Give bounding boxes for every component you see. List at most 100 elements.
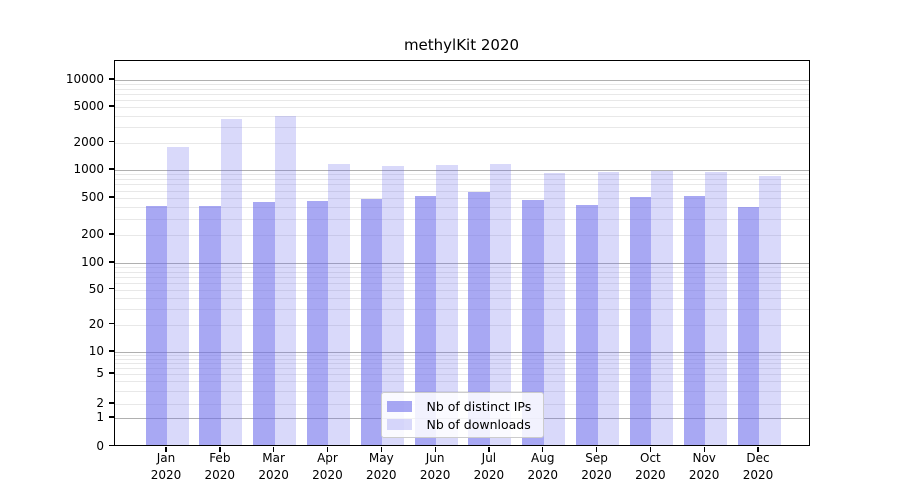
- gridline-minor: [114, 198, 809, 199]
- y-tick-label: 10: [88, 344, 104, 358]
- chart-title: methylKit 2020: [403, 36, 520, 54]
- x-tick: [380, 446, 382, 452]
- legend-item-distinct-ips: Nb of distinct IPs: [386, 398, 537, 415]
- bar-downloads-jan: [167, 146, 189, 445]
- legend: Nb of distinct IPs Nb of downloads: [380, 391, 544, 438]
- y-tick: [108, 350, 114, 352]
- y-tick: [108, 416, 114, 418]
- y-tick-label: 2: [96, 396, 104, 410]
- gridline-minor: [114, 355, 809, 357]
- x-tick: [757, 446, 759, 452]
- y-tick-label: 200: [81, 227, 104, 241]
- bar-distinct-ips-aug: [522, 199, 544, 445]
- y-tick: [108, 444, 114, 447]
- bar-distinct-ips-nov: [683, 195, 706, 445]
- x-tick: [219, 446, 221, 452]
- x-tick-label: May 2020: [365, 451, 397, 482]
- y-tick: [108, 168, 114, 170]
- gridline-minor: [114, 298, 809, 300]
- bar-distinct-ips-feb: [199, 206, 221, 445]
- bar-downloads-aug: [543, 173, 566, 445]
- y-tick-label: 10000: [65, 72, 104, 86]
- y-tick: [108, 196, 114, 198]
- x-tick-label: Jul 2020: [473, 451, 505, 482]
- x-tick-label: Aug 2020: [527, 451, 558, 482]
- bar-distinct-ips-sep: [576, 205, 598, 445]
- gridline-major: [114, 80, 809, 81]
- y-tick-label: 5: [96, 366, 104, 380]
- bar-distinct-ips-jun: [414, 196, 437, 445]
- gridline-minor: [114, 363, 809, 365]
- plot-area: Nb of distinct IPs Nb of downloads: [113, 59, 810, 446]
- gridline-minor: [114, 88, 809, 90]
- y-tick: [108, 372, 114, 374]
- x-tick-label: Jan 2020: [150, 451, 182, 482]
- x-tick: [165, 446, 167, 452]
- gridline-minor: [114, 374, 809, 375]
- gridline-minor: [114, 381, 809, 383]
- legend-item-downloads: Nb of downloads: [386, 416, 537, 433]
- bar-downloads-dec: [759, 176, 781, 445]
- x-tick: [703, 446, 705, 452]
- bar-distinct-ips-may: [360, 198, 383, 445]
- gridline-minor: [114, 282, 809, 284]
- gridline-minor: [114, 289, 809, 291]
- x-tick: [434, 446, 436, 452]
- gridline-minor: [114, 390, 809, 392]
- legend-label-distinct-ips: Nb of distinct IPs: [426, 398, 532, 414]
- gridline-minor: [114, 99, 809, 101]
- gridline-minor: [114, 142, 809, 144]
- x-tick-label: Mar 2020: [258, 451, 289, 482]
- x-tick-label: Nov 2020: [688, 451, 720, 482]
- y-tick-label: 50: [88, 281, 104, 296]
- bar-downloads-oct: [651, 171, 673, 445]
- x-tick-label: Feb 2020: [204, 451, 236, 482]
- legend-label-downloads: Nb of downloads: [426, 416, 531, 432]
- gridline-minor: [114, 84, 809, 86]
- y-tick: [108, 402, 114, 404]
- y-tick-label: 5000: [73, 99, 104, 113]
- x-tick-label: Dec 2020: [742, 451, 774, 482]
- gridline-minor: [114, 368, 809, 370]
- x-tick-label: Jun 2020: [419, 451, 451, 482]
- gridline-minor: [114, 359, 809, 361]
- bar-downloads-sep: [597, 171, 620, 445]
- y-tick: [108, 287, 114, 290]
- gridline-minor: [114, 207, 809, 208]
- bar-downloads-may: [382, 166, 404, 445]
- y-tick-label: 20: [88, 316, 104, 331]
- x-tick: [649, 446, 652, 452]
- gridline-major: [114, 263, 809, 264]
- gridline-minor: [114, 218, 809, 220]
- gridline-minor: [114, 309, 809, 310]
- x-tick: [595, 446, 598, 452]
- bar-distinct-ips-dec: [737, 206, 760, 445]
- gridline-minor: [114, 276, 809, 278]
- bar-distinct-ips-mar: [253, 202, 275, 445]
- gridline-major: [114, 170, 809, 171]
- x-tick-label: Apr 2020: [312, 451, 343, 482]
- y-tick-label: 1: [96, 410, 104, 424]
- y-tick: [108, 233, 114, 235]
- y-tick: [108, 78, 114, 80]
- legend-swatch-downloads: [386, 418, 412, 430]
- gridline-major: [114, 352, 809, 353]
- gridline-minor: [114, 235, 809, 236]
- gridline-minor: [114, 174, 809, 176]
- gridline-minor: [114, 179, 809, 180]
- x-tick: [326, 446, 329, 452]
- bar-downloads-nov: [705, 171, 727, 445]
- y-tick-label: 0: [96, 438, 104, 453]
- legend-swatch-distinct-ips: [386, 400, 412, 412]
- bar-downloads-mar: [274, 115, 297, 445]
- x-tick: [542, 446, 544, 452]
- y-tick-label: 500: [81, 190, 104, 204]
- bar-downloads-apr: [328, 163, 350, 445]
- bar-downloads-feb: [220, 118, 243, 445]
- gridline-minor: [114, 184, 809, 186]
- y-tick-label: 2000: [73, 134, 104, 149]
- gridline-minor: [114, 324, 809, 326]
- x-tick-label: Oct 2020: [635, 451, 666, 482]
- y-tick: [108, 322, 114, 325]
